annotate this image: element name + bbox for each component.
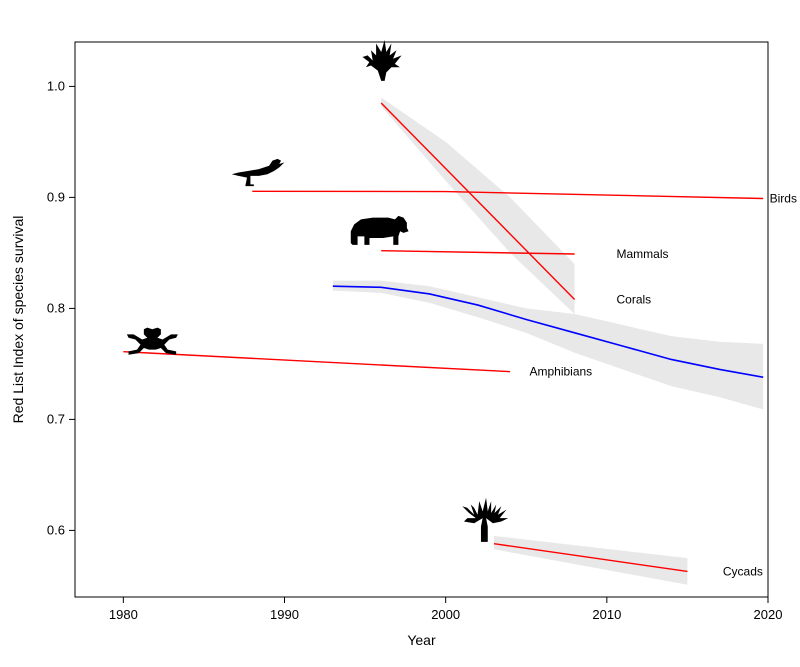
- y-tick-label: 0.6: [47, 522, 65, 537]
- y-tick-label: 0.8: [47, 300, 65, 315]
- y-tick-label: 0.7: [47, 411, 65, 426]
- mammals-label: Mammals: [617, 247, 669, 261]
- birds-label: Birds: [770, 192, 797, 206]
- x-tick-label: 1980: [109, 607, 138, 622]
- y-tick-label: 0.9: [47, 189, 65, 204]
- x-axis-title: Year: [407, 632, 436, 648]
- x-tick-label: 2010: [592, 607, 621, 622]
- cycads-label: Cycads: [723, 564, 763, 578]
- corals-label: Corals: [617, 293, 652, 307]
- red-list-chart: 1980 1990 2000 2010 2020 0.6 0.7 0.8 0.9 1.0 Year R…: [0, 0, 800, 667]
- y-axis-title: Red List Index of species survival: [10, 216, 26, 424]
- x-tick-label: 2000: [431, 607, 460, 622]
- x-tick-label: 1990: [270, 607, 299, 622]
- x-tick-label: 2020: [754, 607, 783, 622]
- amphibians-label: Amphibians: [529, 365, 592, 379]
- y-tick-label: 1.0: [47, 78, 65, 93]
